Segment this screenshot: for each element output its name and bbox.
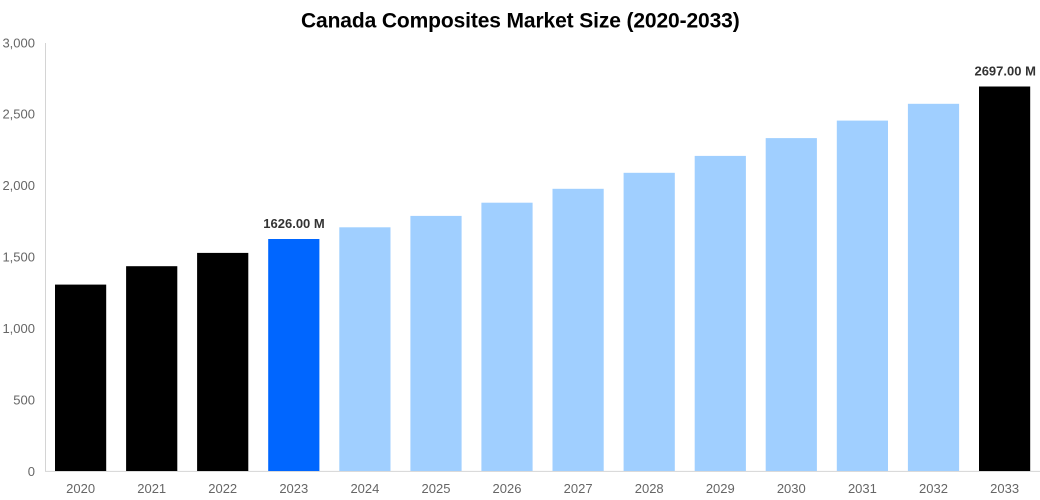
svg-text:1,500: 1,500 xyxy=(2,250,35,265)
svg-text:2697.00 M: 2697.00 M xyxy=(974,64,1035,79)
svg-text:2023: 2023 xyxy=(279,481,308,496)
svg-text:2032: 2032 xyxy=(919,481,948,496)
svg-text:0: 0 xyxy=(28,464,35,479)
svg-text:Canada Composites Market Size: Canada Composites Market Size (2020-2033… xyxy=(301,10,740,33)
svg-text:2,500: 2,500 xyxy=(2,107,35,122)
svg-text:2025: 2025 xyxy=(422,481,451,496)
svg-text:3,000: 3,000 xyxy=(2,35,35,50)
svg-text:2030: 2030 xyxy=(777,481,806,496)
svg-text:2031: 2031 xyxy=(848,481,877,496)
svg-text:2024: 2024 xyxy=(350,481,379,496)
svg-text:2029: 2029 xyxy=(706,481,735,496)
svg-text:2026: 2026 xyxy=(493,481,522,496)
svg-text:1,000: 1,000 xyxy=(2,321,35,336)
svg-text:2020: 2020 xyxy=(66,481,95,496)
svg-text:2027: 2027 xyxy=(564,481,593,496)
svg-text:2033: 2033 xyxy=(990,481,1019,496)
svg-text:2,000: 2,000 xyxy=(2,178,35,193)
svg-text:2028: 2028 xyxy=(635,481,664,496)
svg-text:2021: 2021 xyxy=(137,481,166,496)
svg-text:500: 500 xyxy=(13,393,35,408)
svg-text:1626.00 M: 1626.00 M xyxy=(263,216,324,231)
svg-text:2022: 2022 xyxy=(208,481,237,496)
